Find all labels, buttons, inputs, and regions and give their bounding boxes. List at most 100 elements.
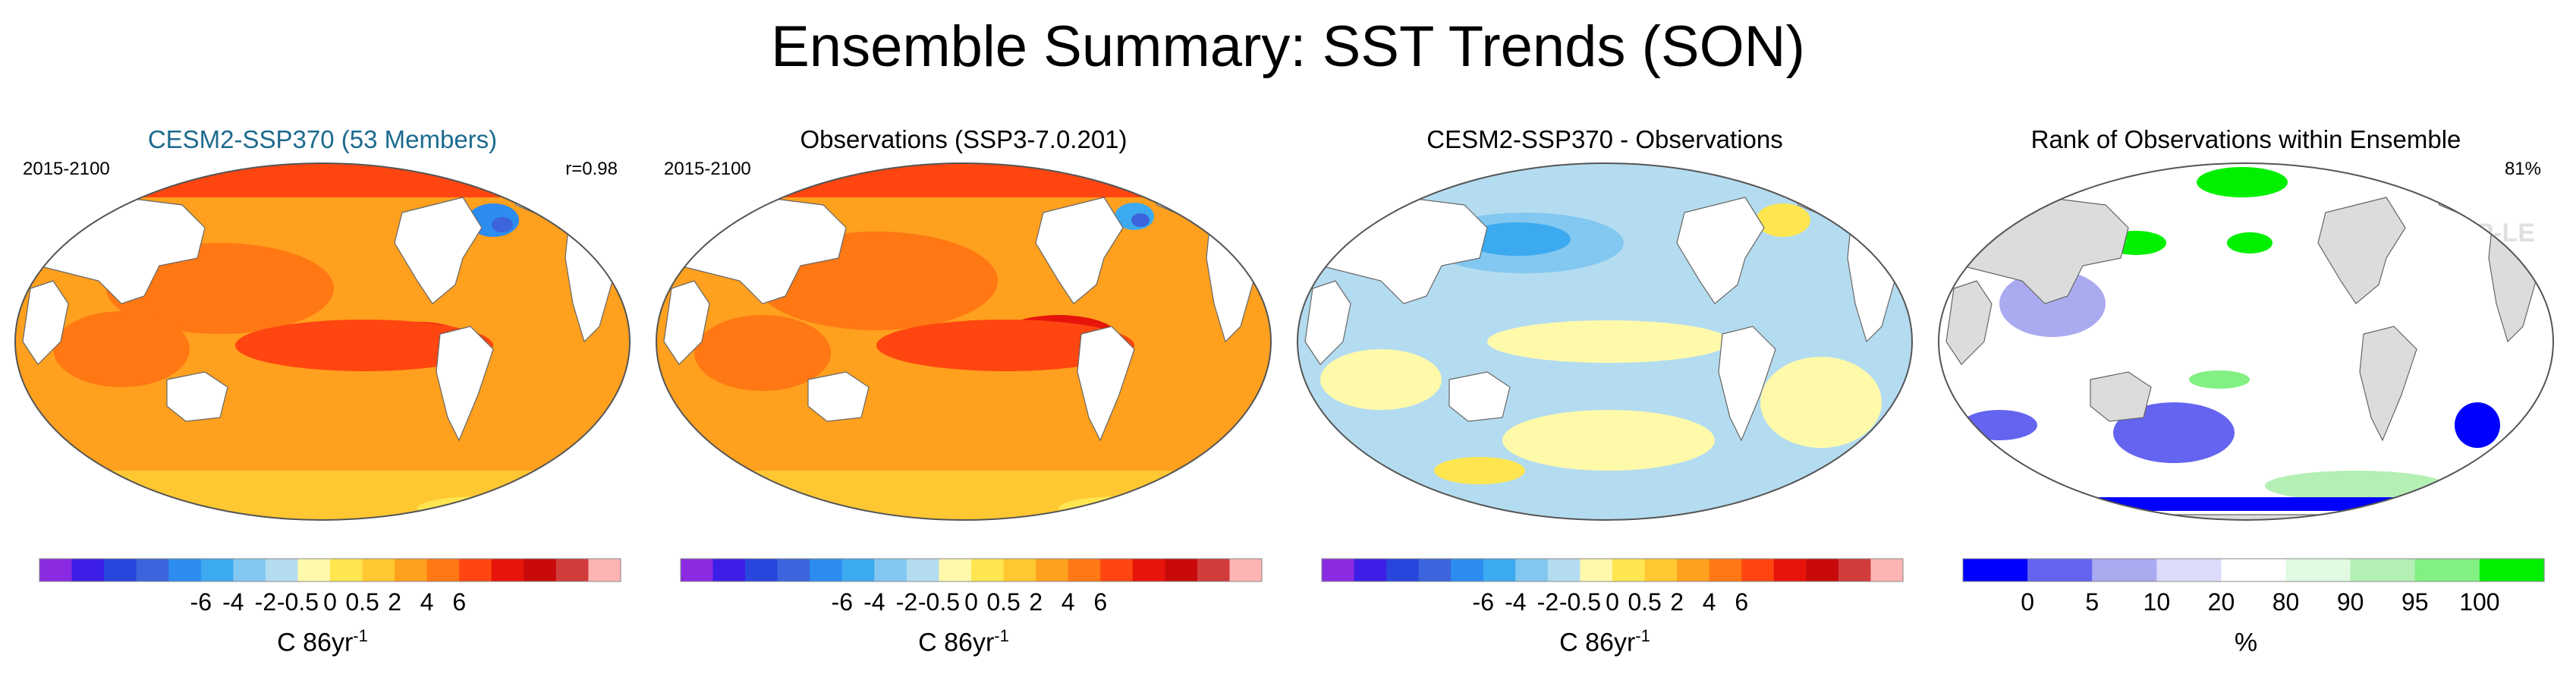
land-south-america: [436, 326, 494, 442]
colorbar-swatch: [1547, 559, 1581, 581]
colorbar-tick-label: -6: [1473, 588, 1494, 616]
period-label: 2015-2100: [23, 159, 110, 179]
colorbar-swatch: [712, 559, 746, 581]
colorbar-swatch: [1612, 559, 1646, 581]
land-south-america: [1077, 326, 1135, 442]
colorbar-unit: C 86yr-1: [918, 626, 1009, 657]
land-australia: [166, 371, 228, 422]
land-antarctica: [649, 524, 1279, 531]
land-antarctica: [8, 524, 637, 531]
colorbar-swatch: [810, 559, 843, 581]
map-frame: [1938, 162, 2554, 521]
colorbar-swatch: [395, 559, 428, 581]
period-label: 2015-2100: [664, 159, 751, 179]
colorbar-swatch: [1870, 559, 1904, 581]
land-north-america: [2317, 197, 2406, 304]
colorbar-swatch: [168, 559, 202, 581]
colorbar-swatch: [681, 559, 714, 581]
colorbar-swatch: [1003, 559, 1036, 581]
colorbar-swatch: [459, 559, 492, 581]
panel-title: Rank of Observations within Ensemble: [2030, 125, 2461, 153]
colorbar-swatch: [1677, 559, 1710, 581]
colorbar-swatch: [2285, 559, 2351, 581]
colorbar-swatch: [777, 559, 810, 581]
colorbar-tick-label: 0: [2021, 588, 2034, 616]
colorbar-swatch: [233, 559, 266, 581]
colorbar: -6 -4 -2 -0.5 0 0.5 2 4 6: [39, 558, 621, 616]
colorbar-tick-label: 6: [1093, 588, 1107, 616]
colorbar: -6 -4 -2 -0.5 0 0.5 2 4 6: [680, 558, 1263, 616]
southern-cool-patch: [1058, 496, 1180, 520]
colorbar-tick-label: -4: [222, 588, 244, 616]
colorbar-swatch: [2479, 559, 2545, 581]
colorbar: 0 5 10 20 80 90 95 100: [1962, 558, 2545, 616]
colorbar-tick-label: -4: [1505, 588, 1526, 616]
map-frame: [14, 162, 631, 521]
land-africa-arabia: [663, 280, 710, 365]
colorbar-swatch: [1197, 559, 1231, 581]
colorbar-swatch: [841, 559, 875, 581]
colorbar: -6 -4 -2 -0.5 0 0.5 2 4 6: [1321, 558, 1904, 616]
rank-percent-label: 81%: [2504, 159, 2541, 179]
map-frame: [656, 162, 1272, 521]
ocean-field: [1939, 163, 2553, 520]
eastern-tropical-band: [876, 320, 1134, 371]
colorbar-tick-label: 100: [2459, 588, 2499, 616]
southern-positive-patch: [1434, 457, 1525, 484]
colorbar-swatch: [588, 559, 621, 581]
colorbar-tick-label: -2: [1537, 588, 1558, 616]
land-antarctica: [1939, 514, 2553, 520]
north-pacific-negative-core: [1464, 222, 1571, 256]
colorbar-swatch: [136, 559, 169, 581]
colorbar-swatch: [1229, 559, 1263, 581]
south-atlantic-blue: [2455, 402, 2500, 448]
colorbar-swatch: [71, 559, 105, 581]
north-atlantic-cooling-core: [492, 217, 513, 232]
colorbar-tick-label: 5: [2085, 588, 2099, 616]
southern-ocean-blue: [2022, 497, 2417, 511]
north-pacific-green-2: [2227, 232, 2272, 254]
colorbar-swatch: [745, 559, 778, 581]
colorbar-swatch: [2221, 559, 2287, 581]
land-africa-arabia: [1945, 280, 1993, 365]
pacific-warm-pool: [106, 243, 334, 334]
colorbar-swatch: [939, 559, 972, 581]
colorbar-swatch: [874, 559, 907, 581]
colorbar-tick-label: -0.5: [277, 588, 319, 616]
panel-title: Observations (SSP3-7.0.201): [800, 125, 1128, 153]
land-antarctica: [1290, 524, 1920, 531]
north-atlantic-cooling-core: [1131, 213, 1150, 227]
colorbar-frame: [680, 558, 1263, 582]
north-atlantic-positive: [1756, 203, 1810, 237]
colorbar-swatch: [2350, 559, 2416, 581]
indian-ocean-warm: [694, 315, 831, 391]
sst-trend-map: [8, 162, 637, 531]
colorbar-tick-label: 6: [452, 588, 466, 616]
correlation-label: r=0.98: [565, 159, 618, 179]
sst-difference-map: [1290, 162, 1920, 531]
tropical-pacific-positive: [1487, 320, 1730, 363]
colorbar-swatch: [1483, 559, 1516, 581]
colorbar-swatch: [200, 559, 234, 581]
colorbar-unit: C 86yr-1: [277, 626, 368, 657]
colorbar-tick-label: 4: [1062, 588, 1075, 616]
colorbar-tick-label: -2: [896, 588, 917, 616]
colorbar-tick-label: 0: [323, 588, 337, 616]
indian-blue: [1961, 410, 2037, 440]
panel-difference: CESM2-SSP370 - Observations: [1290, 114, 1920, 676]
colorbar-swatch: [362, 559, 395, 581]
colorbar-tick-label: 10: [2144, 588, 2171, 616]
colorbar-swatch: [1165, 559, 1198, 581]
sst-trend-map: [649, 162, 1279, 531]
colorbar-swatch: [330, 559, 363, 581]
colorbar-swatch: [906, 559, 940, 581]
southern-green: [2265, 471, 2447, 501]
panel-observations: Observations (SSP3-7.0.201) 2015-2100: [649, 114, 1279, 676]
colorbar-swatch: [1100, 559, 1134, 581]
colorbar-tick-label: 0.5: [986, 588, 1020, 616]
colorbar-tick-label: 0: [1606, 588, 1619, 616]
panel-model: CESM2-SSP370 (53 Members) 2015-2100 r=0.…: [8, 114, 637, 676]
colorbar-tick-label: -0.5: [1559, 588, 1601, 616]
colorbar-swatch: [2414, 559, 2480, 581]
colorbar-swatch: [1773, 559, 1807, 581]
